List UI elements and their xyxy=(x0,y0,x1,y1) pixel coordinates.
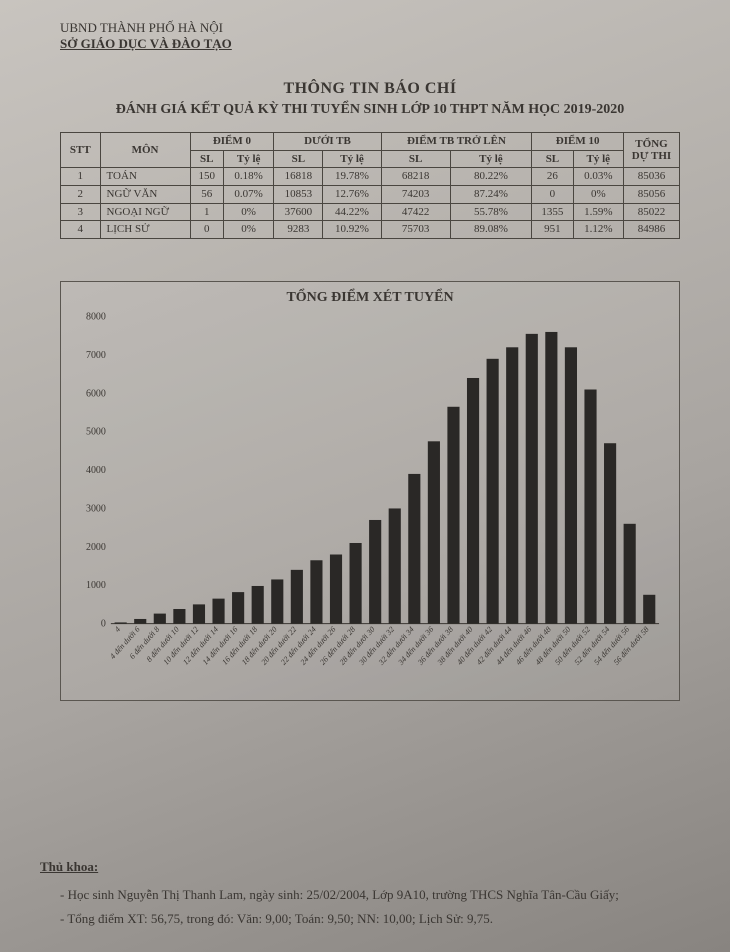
cell: 951 xyxy=(532,221,573,239)
svg-text:5000: 5000 xyxy=(86,427,106,438)
footer-line-1: - Học sinh Nguyễn Thị Thanh Lam, ngày si… xyxy=(40,886,680,904)
svg-text:8000: 8000 xyxy=(86,311,106,322)
cell: 47422 xyxy=(381,203,450,221)
sub-sl: SL xyxy=(532,150,573,168)
document-page: UBND THÀNH PHỐ HÀ NỘI SỞ GIÁO DỤC VÀ ĐÀO… xyxy=(60,20,680,701)
title-2: ĐÁNH GIÁ KẾT QUẢ KỲ THI TUYỂN SINH LỚP 1… xyxy=(60,102,680,118)
cell: 9283 xyxy=(274,221,323,239)
svg-text:7000: 7000 xyxy=(86,350,106,361)
cell: 85022 xyxy=(624,203,680,221)
chart-title: TỔNG ĐIỂM XÉT TUYỂN xyxy=(71,290,669,306)
footer-line-2: - Tổng điểm XT: 56,75, trong đó: Văn: 9,… xyxy=(40,910,680,928)
cell: 0% xyxy=(223,203,273,221)
col-tong: TỔNG DỰ THI xyxy=(624,133,680,168)
sub-tyle: Tỷ lệ xyxy=(323,150,381,168)
cell: LỊCH SỬ xyxy=(100,221,190,239)
cell: 12.76% xyxy=(323,185,381,203)
cell: 56 xyxy=(190,185,223,203)
svg-text:6000: 6000 xyxy=(86,388,106,399)
svg-text:2000: 2000 xyxy=(86,542,106,553)
cell: 55.78% xyxy=(450,203,532,221)
title-block: THÔNG TIN BÁO CHÍ ĐÁNH GIÁ KẾT QUẢ KỲ TH… xyxy=(60,80,680,118)
cell: 0 xyxy=(532,185,573,203)
cell: 1355 xyxy=(532,203,573,221)
cell: TOÁN xyxy=(100,168,190,186)
sub-sl: SL xyxy=(274,150,323,168)
cell: 85036 xyxy=(624,168,680,186)
col-trentb: ĐIỂM TB TRỞ LÊN xyxy=(381,133,532,151)
sub-tyle: Tỷ lệ xyxy=(573,150,623,168)
cell: 16818 xyxy=(274,168,323,186)
table-row: 3NGOẠI NGỮ10%3760044.22%4742255.78%13551… xyxy=(61,203,680,221)
table-row: 4LỊCH SỬ00%928310.92%7570389.08%9511.12%… xyxy=(61,221,680,239)
results-table: STT MÔN ĐIỂM 0 DƯỚI TB ĐIỂM TB TRỞ LÊN Đ… xyxy=(60,132,680,239)
svg-text:4000: 4000 xyxy=(86,465,106,476)
cell: 0 xyxy=(190,221,223,239)
cell: NGỮ VĂN xyxy=(100,185,190,203)
cell: 1.59% xyxy=(573,203,623,221)
table-row: 1TOÁN1500.18%1681819.78%6821880.22%260.0… xyxy=(61,168,680,186)
cell: 0.03% xyxy=(573,168,623,186)
svg-text:3000: 3000 xyxy=(86,503,106,514)
cell: 0% xyxy=(573,185,623,203)
cell: 85056 xyxy=(624,185,680,203)
col-diem0: ĐIỂM 0 xyxy=(190,133,274,151)
col-diem10: ĐIỂM 10 xyxy=(532,133,624,151)
svg-text:0: 0 xyxy=(101,618,106,629)
cell: 44.22% xyxy=(323,203,381,221)
cell: 75703 xyxy=(381,221,450,239)
cell: 10.92% xyxy=(323,221,381,239)
cell: 80.22% xyxy=(450,168,532,186)
cell: 87.24% xyxy=(450,185,532,203)
cell: 150 xyxy=(190,168,223,186)
bar-chart: 01000200030004000500060007000800044 đến … xyxy=(71,306,669,686)
title-1: THÔNG TIN BÁO CHÍ xyxy=(60,80,680,98)
cell: 2 xyxy=(61,185,101,203)
sub-tyle: Tỷ lệ xyxy=(223,150,273,168)
footer: Thủ khoa: - Học sinh Nguyễn Thị Thanh La… xyxy=(40,858,680,929)
cell: 84986 xyxy=(624,221,680,239)
cell: 19.78% xyxy=(323,168,381,186)
cell: 26 xyxy=(532,168,573,186)
cell: NGOẠI NGỮ xyxy=(100,203,190,221)
cell: 0.07% xyxy=(223,185,273,203)
cell: 1 xyxy=(190,203,223,221)
svg-text:1000: 1000 xyxy=(86,580,106,591)
cell: 1.12% xyxy=(573,221,623,239)
chart-container: TỔNG ĐIỂM XÉT TUYỂN 0 1000 2000 3000 4000 500… xyxy=(60,281,680,701)
footer-heading: Thủ khoa: xyxy=(40,858,680,876)
sub-sl: SL xyxy=(190,150,223,168)
col-mon: MÔN xyxy=(100,133,190,168)
cell: 4 xyxy=(61,221,101,239)
col-stt: STT xyxy=(61,133,101,168)
org-name: UBND THÀNH PHỐ HÀ NỘI xyxy=(60,20,680,36)
dept-name: SỞ GIÁO DỤC VÀ ĐÀO TẠO xyxy=(60,36,680,52)
cell: 0% xyxy=(223,221,273,239)
cell: 0.18% xyxy=(223,168,273,186)
cell: 1 xyxy=(61,168,101,186)
cell: 89.08% xyxy=(450,221,532,239)
sub-sl: SL xyxy=(381,150,450,168)
col-duoitb: DƯỚI TB xyxy=(274,133,381,151)
table-row: 2NGỮ VĂN560.07%1085312.76%7420387.24%00%… xyxy=(61,185,680,203)
cell: 3 xyxy=(61,203,101,221)
sub-tyle: Tỷ lệ xyxy=(450,150,532,168)
cell: 74203 xyxy=(381,185,450,203)
cell: 37600 xyxy=(274,203,323,221)
svg-text:4: 4 xyxy=(113,625,122,634)
cell: 10853 xyxy=(274,185,323,203)
cell: 68218 xyxy=(381,168,450,186)
